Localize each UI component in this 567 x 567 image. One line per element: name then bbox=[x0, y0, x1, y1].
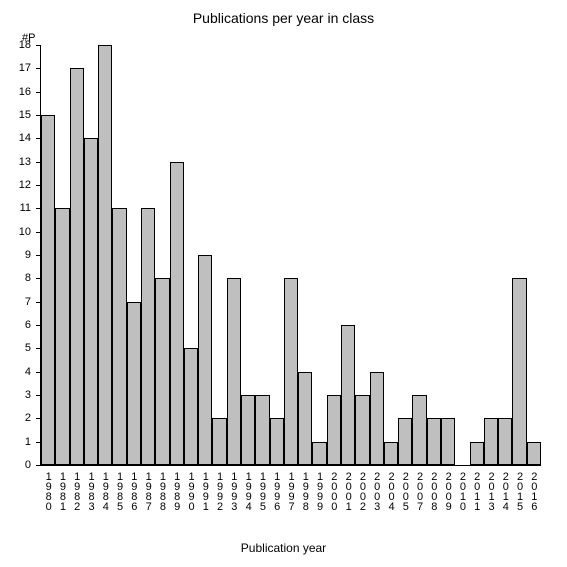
x-tick-label: 1998 bbox=[300, 471, 311, 511]
x-tick-label: 2011 bbox=[471, 471, 482, 511]
y-tick-mark bbox=[36, 45, 41, 46]
chart-container: Publications per year in class #P 012345… bbox=[0, 0, 567, 567]
x-tick-label: 1985 bbox=[114, 471, 125, 511]
bar bbox=[355, 395, 369, 465]
bar bbox=[255, 395, 269, 465]
bar bbox=[41, 115, 55, 465]
bar bbox=[241, 395, 255, 465]
x-tick-label: 1996 bbox=[271, 471, 282, 511]
y-tick-label: 16 bbox=[19, 86, 31, 98]
y-tick-label: 0 bbox=[25, 459, 31, 471]
bar bbox=[484, 418, 498, 465]
x-tick-label: 2007 bbox=[414, 471, 425, 511]
bar bbox=[270, 418, 284, 465]
x-tick-label: 2016 bbox=[528, 471, 539, 511]
x-tick-label: 1982 bbox=[71, 471, 82, 511]
y-tick-label: 11 bbox=[20, 202, 31, 214]
bar bbox=[98, 45, 112, 465]
bar bbox=[498, 418, 512, 465]
bar bbox=[312, 442, 326, 465]
x-tick-label: 2015 bbox=[514, 471, 525, 511]
y-tick-mark bbox=[36, 92, 41, 93]
x-axis-label: Publication year bbox=[0, 541, 567, 555]
x-tick-label: 1987 bbox=[143, 471, 154, 511]
x-tick-label: 1991 bbox=[200, 471, 211, 511]
bar bbox=[427, 418, 441, 465]
y-tick-label: 18 bbox=[19, 39, 31, 51]
y-tick-mark bbox=[36, 465, 41, 466]
x-tick-label: 2014 bbox=[500, 471, 511, 511]
x-tick-label: 1984 bbox=[100, 471, 111, 511]
y-tick-label: 9 bbox=[25, 249, 31, 261]
x-tick-label: 1988 bbox=[157, 471, 168, 511]
y-tick-label: 6 bbox=[25, 319, 31, 331]
bar bbox=[127, 302, 141, 465]
x-tick-label: 1981 bbox=[57, 471, 68, 511]
bar bbox=[298, 372, 312, 465]
y-tick-label: 7 bbox=[25, 296, 31, 308]
x-tick-label: 2003 bbox=[371, 471, 382, 511]
x-tick-label: 1986 bbox=[128, 471, 139, 511]
x-tick-label: 1997 bbox=[286, 471, 297, 511]
x-tick-label: 1980 bbox=[43, 471, 54, 511]
bar bbox=[170, 162, 184, 465]
bar bbox=[141, 208, 155, 465]
plot-area: 0123456789101112131415161718198019811982… bbox=[40, 45, 541, 466]
bar bbox=[441, 418, 455, 465]
y-tick-label: 4 bbox=[25, 366, 31, 378]
bar bbox=[84, 138, 98, 465]
bar bbox=[384, 442, 398, 465]
y-tick-label: 2 bbox=[25, 412, 31, 424]
chart-title: Publications per year in class bbox=[0, 10, 567, 26]
x-tick-label: 2013 bbox=[486, 471, 497, 511]
x-tick-label: 1992 bbox=[214, 471, 225, 511]
x-tick-label: 1983 bbox=[86, 471, 97, 511]
y-tick-label: 1 bbox=[25, 436, 31, 448]
x-tick-label: 1989 bbox=[171, 471, 182, 511]
y-tick-label: 5 bbox=[25, 342, 31, 354]
bar bbox=[512, 278, 526, 465]
x-tick-label: 2009 bbox=[443, 471, 454, 511]
y-tick-label: 13 bbox=[19, 156, 31, 168]
bar bbox=[198, 255, 212, 465]
bar bbox=[184, 348, 198, 465]
bar bbox=[327, 395, 341, 465]
x-tick-label: 2008 bbox=[428, 471, 439, 511]
x-tick-label: 1994 bbox=[243, 471, 254, 511]
bar bbox=[70, 68, 84, 465]
y-tick-mark bbox=[36, 68, 41, 69]
x-tick-label: 2010 bbox=[457, 471, 468, 511]
y-tick-label: 8 bbox=[25, 272, 31, 284]
bar bbox=[212, 418, 226, 465]
bar bbox=[412, 395, 426, 465]
y-tick-label: 10 bbox=[19, 226, 31, 238]
bar bbox=[398, 418, 412, 465]
bar bbox=[341, 325, 355, 465]
x-tick-label: 1999 bbox=[314, 471, 325, 511]
y-tick-label: 17 bbox=[19, 62, 31, 74]
x-tick-label: 1995 bbox=[257, 471, 268, 511]
y-tick-label: 3 bbox=[25, 389, 31, 401]
x-tick-label: 2002 bbox=[357, 471, 368, 511]
x-tick-label: 2000 bbox=[328, 471, 339, 511]
x-tick-label: 2005 bbox=[400, 471, 411, 511]
bar bbox=[527, 442, 541, 465]
bar bbox=[227, 278, 241, 465]
x-tick-label: 1993 bbox=[228, 471, 239, 511]
x-tick-label: 1990 bbox=[186, 471, 197, 511]
x-tick-label: 2001 bbox=[343, 471, 354, 511]
bar bbox=[55, 208, 69, 465]
x-tick-label: 2004 bbox=[386, 471, 397, 511]
bar bbox=[470, 442, 484, 465]
bar bbox=[370, 372, 384, 465]
bar bbox=[284, 278, 298, 465]
y-tick-label: 15 bbox=[19, 109, 31, 121]
y-tick-label: 14 bbox=[19, 132, 31, 144]
bar bbox=[112, 208, 126, 465]
y-tick-label: 12 bbox=[19, 179, 31, 191]
bar bbox=[155, 278, 169, 465]
